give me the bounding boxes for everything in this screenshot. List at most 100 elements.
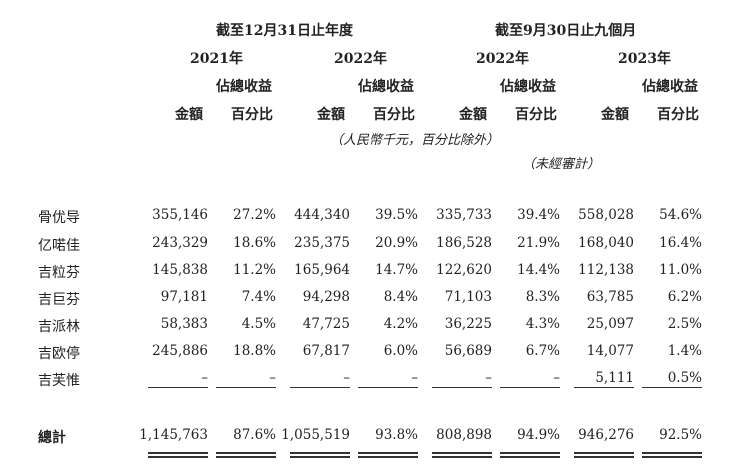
total-double-rule: [500, 452, 560, 454]
percent-cell: 16.4%: [659, 235, 702, 251]
percent-cell: 54.6%: [659, 207, 702, 223]
amount-cell: 355,146: [152, 207, 208, 223]
percent-cell: 6.0%: [383, 343, 418, 359]
percent-cell: 14.4%: [517, 262, 560, 278]
total-amount-cell: 946,276: [578, 427, 634, 443]
amount-cell: 25,097: [586, 316, 634, 332]
total-double-rule: [642, 452, 702, 454]
product-name: 吉芙惟: [38, 373, 80, 389]
amount-cell: 145,838: [152, 262, 208, 278]
percent-cell: 4.2%: [383, 316, 418, 332]
amount-cell: –: [485, 370, 492, 386]
total-double-rule: [432, 452, 492, 454]
year-label-2022-fy: 2022年: [334, 51, 387, 67]
percent-header: 百分比: [657, 107, 699, 123]
total-double-rule: [148, 456, 208, 458]
product-name: 吉巨芬: [38, 292, 80, 308]
pct-of-revenue-label: 佔總收益: [358, 79, 414, 95]
amount-cell: 245,886: [152, 343, 208, 359]
percent-cell: –: [411, 370, 418, 386]
total-double-rule: [574, 452, 634, 454]
amount-cell: 122,620: [436, 262, 492, 278]
product-name: 吉欧停: [38, 346, 80, 362]
percent-cell: 0.5%: [667, 370, 702, 386]
percent-cell: 4.5%: [241, 316, 276, 332]
percent-cell: 8.3%: [525, 289, 560, 305]
amount-header: 金額: [175, 107, 203, 123]
total-double-rule: [432, 456, 492, 458]
amount-cell: 71,103: [444, 289, 492, 305]
percent-header: 百分比: [231, 107, 273, 123]
amount-cell: –: [201, 370, 208, 386]
column-rule: [290, 387, 350, 388]
amount-cell: 94,298: [302, 289, 350, 305]
amount-header: 金額: [317, 107, 345, 123]
total-label: 總計: [38, 430, 66, 446]
year-label-2021: 2021年: [190, 51, 243, 67]
percent-cell: 11.2%: [233, 262, 276, 278]
total-double-rule: [500, 456, 560, 458]
product-name: 骨优导: [38, 210, 80, 226]
amount-cell: 243,329: [152, 235, 208, 251]
percent-header: 百分比: [373, 107, 415, 123]
percent-cell: 20.9%: [375, 235, 418, 251]
column-rule: [574, 387, 634, 388]
percent-cell: 18.8%: [233, 343, 276, 359]
total-percent-cell: 93.8%: [375, 427, 418, 443]
total-double-rule: [358, 452, 418, 454]
amount-header: 金額: [601, 107, 629, 123]
product-name: 亿喏佳: [38, 238, 80, 254]
amount-cell: 67,817: [302, 343, 350, 359]
total-percent-cell: 94.9%: [517, 427, 560, 443]
amount-cell: 558,028: [578, 207, 634, 223]
amount-cell: 444,340: [294, 207, 350, 223]
total-percent-cell: 92.5%: [659, 427, 702, 443]
amount-cell: 36,225: [444, 316, 492, 332]
total-amount-cell: 808,898: [436, 427, 492, 443]
total-double-rule: [216, 456, 276, 458]
pct-of-revenue-label: 佔總收益: [642, 79, 698, 95]
amount-cell: 97,181: [160, 289, 208, 305]
total-double-rule: [290, 452, 350, 454]
percent-cell: 6.2%: [667, 289, 702, 305]
amount-cell: 165,964: [294, 262, 350, 278]
amount-cell: –: [343, 370, 350, 386]
column-rule: [216, 387, 276, 388]
percent-cell: 8.4%: [383, 289, 418, 305]
column-rule: [500, 387, 560, 388]
unit-note: （人民幣千元，百分比除外）: [330, 133, 500, 148]
total-double-rule: [216, 452, 276, 454]
pct-of-revenue-label: 佔總收益: [216, 79, 272, 95]
percent-cell: 4.3%: [525, 316, 560, 332]
total-percent-cell: 87.6%: [233, 427, 276, 443]
amount-cell: 235,375: [294, 235, 350, 251]
total-double-rule: [358, 456, 418, 458]
total-amount-cell: 1,055,519: [281, 427, 350, 443]
total-double-rule: [148, 452, 208, 454]
amount-cell: 47,725: [302, 316, 350, 332]
year-label-2022-9m: 2022年: [476, 51, 529, 67]
unaudited-note: （未經審計）: [522, 157, 601, 172]
percent-header: 百分比: [515, 107, 557, 123]
column-rule: [432, 387, 492, 388]
percent-cell: 39.4%: [517, 207, 560, 223]
group-header-year-ended: 截至12月31日止年度: [216, 23, 353, 39]
amount-cell: 168,040: [578, 235, 634, 251]
percent-cell: –: [553, 370, 560, 386]
total-amount-cell: 1,145,763: [139, 427, 208, 443]
amount-cell: 112,138: [578, 262, 634, 278]
group-header-nine-months: 截至9月30日止九個月: [495, 23, 637, 39]
amount-cell: 58,383: [160, 316, 208, 332]
column-rule: [148, 387, 208, 388]
total-double-rule: [642, 456, 702, 458]
amount-cell: 186,528: [436, 235, 492, 251]
product-name: 吉粒芬: [38, 265, 80, 281]
column-rule: [358, 387, 418, 388]
product-name: 吉派林: [38, 319, 80, 335]
amount-header: 金額: [459, 107, 487, 123]
percent-cell: 21.9%: [517, 235, 560, 251]
percent-cell: 18.6%: [233, 235, 276, 251]
percent-cell: 2.5%: [667, 316, 702, 332]
percent-cell: 14.7%: [375, 262, 418, 278]
percent-cell: 39.5%: [375, 207, 418, 223]
